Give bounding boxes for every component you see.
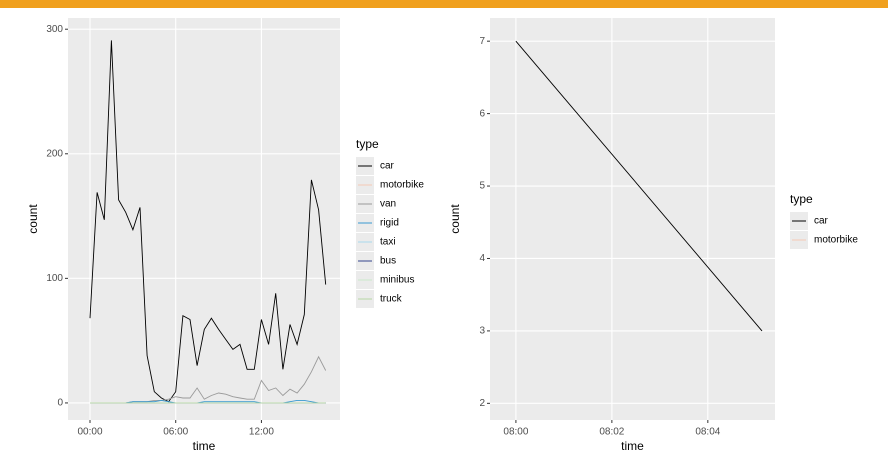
top-border [0, 0, 888, 8]
legend-label: minibus [380, 275, 414, 286]
y-axis-title: count [448, 204, 462, 234]
panel-background [490, 18, 775, 420]
y-tick-label: 6 [479, 108, 485, 119]
x-axis-title: time [621, 439, 644, 453]
legend-label: truck [380, 294, 403, 305]
x-tick-label: 08:00 [503, 427, 528, 438]
legend-label: van [380, 199, 396, 210]
y-tick-label: 200 [46, 148, 63, 159]
y-tick-label: 300 [46, 24, 63, 35]
x-tick-label: 08:02 [599, 427, 624, 438]
x-tick-label: 08:04 [695, 427, 720, 438]
y-tick-label: 7 [479, 36, 485, 47]
legend-label: motorbike [814, 235, 858, 246]
x-axis-title: time [193, 439, 216, 453]
y-tick-label: 2 [479, 398, 485, 409]
y-tick-label: 4 [479, 253, 485, 264]
panel-background [68, 18, 340, 420]
y-tick-label: 0 [57, 398, 63, 409]
legend-title: type [790, 192, 813, 206]
legend-label: rigid [380, 218, 399, 229]
legend-title: type [356, 137, 379, 151]
legend-label: car [814, 216, 829, 227]
x-tick-label: 06:00 [163, 427, 188, 438]
x-tick-label: 12:00 [249, 427, 274, 438]
legend-label: bus [380, 256, 396, 267]
y-tick-label: 3 [479, 326, 485, 337]
y-tick-label: 5 [479, 181, 485, 192]
y-axis-title: count [26, 204, 40, 234]
legend-label: car [380, 161, 395, 172]
series-line [90, 399, 326, 404]
y-tick-label: 100 [46, 273, 63, 284]
legend-label: taxi [380, 237, 396, 248]
x-tick-label: 00:00 [77, 427, 102, 438]
series-line [89, 40, 327, 403]
legend-label: motorbike [380, 180, 424, 191]
series-line [515, 40, 763, 332]
